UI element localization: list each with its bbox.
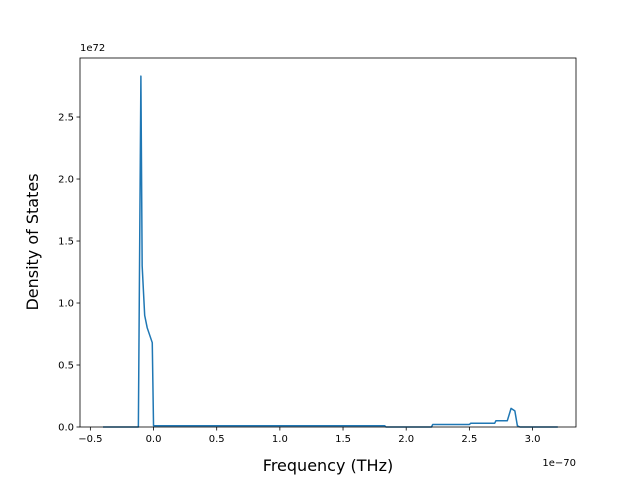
y-offset-label: 1e72 — [80, 43, 105, 54]
x-tick-label: 2.0 — [398, 434, 414, 445]
y-tick-label: 1.5 — [58, 237, 74, 248]
y-tick-label: 1.0 — [58, 299, 74, 310]
y-tick-label: 2.0 — [58, 175, 74, 186]
data-line — [102, 75, 558, 428]
plot-frame — [79, 57, 577, 428]
x-tick-label: 1.5 — [335, 434, 351, 445]
x-offset-label: 1e−70 — [542, 458, 576, 469]
y-tick-label: 0.5 — [58, 361, 74, 372]
x-axis-label: Frequency (THz) — [263, 456, 393, 475]
x-tick-label: 0.5 — [209, 434, 225, 445]
y-tick-label: 2.5 — [58, 113, 74, 124]
x-tick-label: 2.5 — [461, 434, 477, 445]
x-tick-label: 1.0 — [272, 434, 288, 445]
x-tick-label: 3.0 — [525, 434, 541, 445]
y-tick-label: 0.0 — [58, 423, 74, 434]
x-tick-label: 0.0 — [146, 434, 162, 445]
x-tick-label: −0.5 — [78, 434, 102, 445]
y-axis-label: Density of States — [23, 173, 42, 310]
